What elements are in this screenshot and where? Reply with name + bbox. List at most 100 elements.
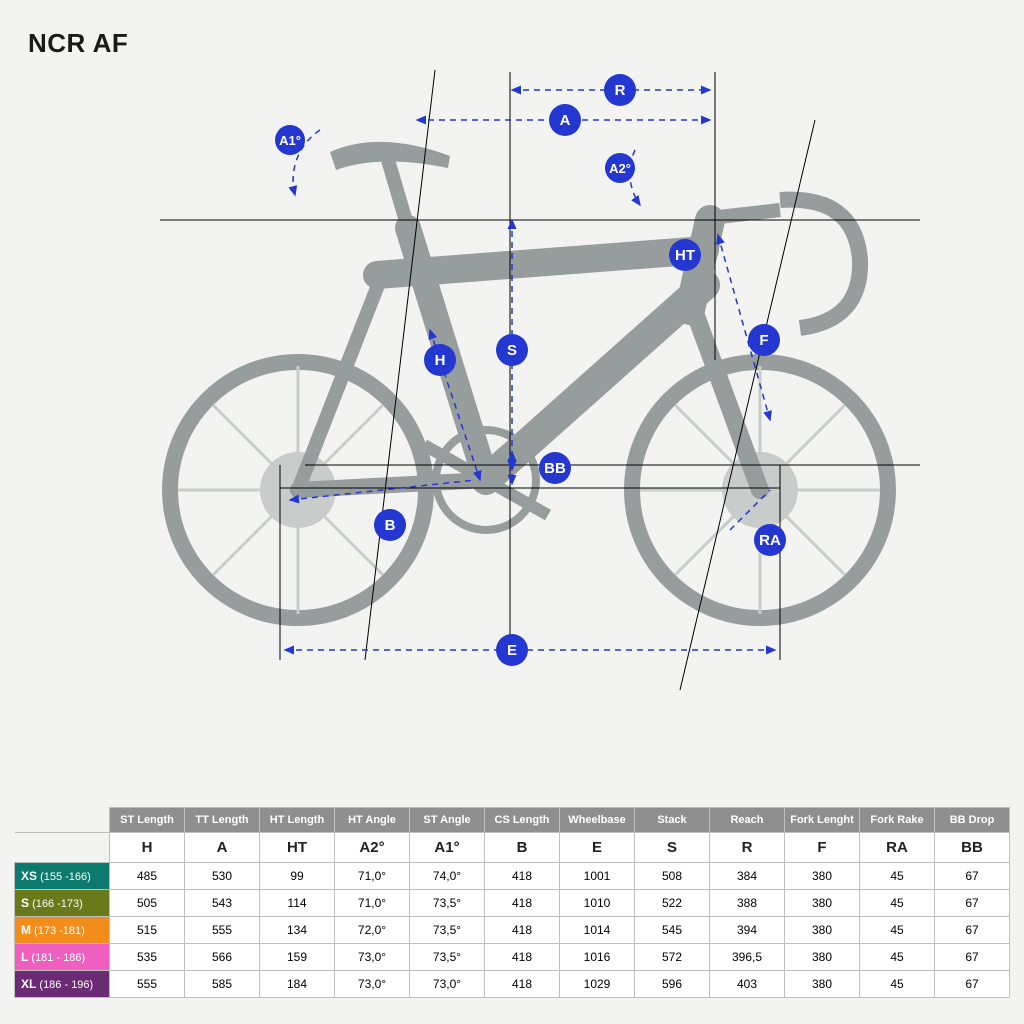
data-cell: 99 <box>260 863 335 890</box>
data-cell: 535 <box>110 944 185 971</box>
data-cell: 394 <box>710 917 785 944</box>
col-label: CS Length <box>485 808 560 833</box>
data-cell: 508 <box>635 863 710 890</box>
col-label: HT Angle <box>335 808 410 833</box>
col-code: A1° <box>410 833 485 863</box>
col-label: ST Length <box>110 808 185 833</box>
data-cell: 418 <box>485 917 560 944</box>
data-cell: 396,5 <box>710 944 785 971</box>
data-cell: 74,0° <box>410 863 485 890</box>
data-cell: 73,0° <box>410 971 485 998</box>
data-cell: 585 <box>185 971 260 998</box>
badge-E: E <box>496 634 528 666</box>
col-label: BB Drop <box>935 808 1010 833</box>
col-code: B <box>485 833 560 863</box>
col-code: R <box>710 833 785 863</box>
col-label: ST Angle <box>410 808 485 833</box>
data-cell: 418 <box>485 944 560 971</box>
data-cell: 543 <box>185 890 260 917</box>
table-row: M (173 -181)51555513472,0°73,5°418101454… <box>15 917 1010 944</box>
badge-H: H <box>424 344 456 376</box>
data-cell: 596 <box>635 971 710 998</box>
data-cell: 1001 <box>560 863 635 890</box>
col-label: Wheelbase <box>560 808 635 833</box>
data-cell: 45 <box>860 971 935 998</box>
col-code: RA <box>860 833 935 863</box>
data-cell: 73,5° <box>410 890 485 917</box>
badge-F: F <box>748 324 780 356</box>
size-cell: XS (155 -166) <box>15 863 110 890</box>
data-cell: 403 <box>710 971 785 998</box>
col-code: H <box>110 833 185 863</box>
measure-solid-lines <box>160 70 920 690</box>
data-cell: 380 <box>785 971 860 998</box>
data-cell: 73,0° <box>335 971 410 998</box>
data-cell: 380 <box>785 890 860 917</box>
badge-A2: A2° <box>605 153 635 183</box>
data-cell: 545 <box>635 917 710 944</box>
data-cell: 1029 <box>560 971 635 998</box>
col-code: HT <box>260 833 335 863</box>
col-code: E <box>560 833 635 863</box>
size-cell: M (173 -181) <box>15 917 110 944</box>
data-cell: 485 <box>110 863 185 890</box>
badge-BB: BB <box>539 452 571 484</box>
size-cell: XL (186 - 196) <box>15 971 110 998</box>
data-cell: 45 <box>860 917 935 944</box>
data-cell: 67 <box>935 917 1010 944</box>
badge-R: R <box>604 74 636 106</box>
data-cell: 384 <box>710 863 785 890</box>
data-cell: 418 <box>485 971 560 998</box>
col-label: Reach <box>710 808 785 833</box>
table-row: S (166 -173)50554311471,0°73,5°418101052… <box>15 890 1010 917</box>
badge-RA: RA <box>754 524 786 556</box>
geometry-table: ST LengthTT LengthHT LengthHT AngleST An… <box>14 807 1010 998</box>
data-cell: 1016 <box>560 944 635 971</box>
data-cell: 45 <box>860 863 935 890</box>
data-cell: 1010 <box>560 890 635 917</box>
data-cell: 388 <box>710 890 785 917</box>
data-cell: 67 <box>935 971 1010 998</box>
col-label: Stack <box>635 808 710 833</box>
data-cell: 134 <box>260 917 335 944</box>
angle-arcs <box>293 130 640 205</box>
table-row: XL (186 - 196)55558518473,0°73,0°4181029… <box>15 971 1010 998</box>
size-cell: S (166 -173) <box>15 890 110 917</box>
data-cell: 555 <box>110 971 185 998</box>
data-cell: 380 <box>785 863 860 890</box>
page-title: NCR AF <box>28 28 128 59</box>
data-cell: 1014 <box>560 917 635 944</box>
badge-S: S <box>496 334 528 366</box>
data-cell: 67 <box>935 890 1010 917</box>
col-label: Fork Lenght <box>785 808 860 833</box>
col-label: HT Length <box>260 808 335 833</box>
diagram-svg <box>80 60 940 700</box>
data-cell: 184 <box>260 971 335 998</box>
data-cell: 530 <box>185 863 260 890</box>
data-cell: 522 <box>635 890 710 917</box>
table-row: XS (155 -166)4855309971,0°74,0°418100150… <box>15 863 1010 890</box>
data-cell: 114 <box>260 890 335 917</box>
data-cell: 380 <box>785 917 860 944</box>
data-cell: 73,5° <box>410 944 485 971</box>
data-cell: 418 <box>485 890 560 917</box>
data-cell: 572 <box>635 944 710 971</box>
data-cell: 67 <box>935 944 1010 971</box>
data-cell: 159 <box>260 944 335 971</box>
data-cell: 72,0° <box>335 917 410 944</box>
data-cell: 71,0° <box>335 890 410 917</box>
col-code: BB <box>935 833 1010 863</box>
badge-HT: HT <box>669 239 701 271</box>
size-cell: L (181 - 186) <box>15 944 110 971</box>
badge-B: B <box>374 509 406 541</box>
col-code: F <box>785 833 860 863</box>
badge-A: A <box>549 104 581 136</box>
col-label: TT Length <box>185 808 260 833</box>
col-label: Fork Rake <box>860 808 935 833</box>
data-cell: 505 <box>110 890 185 917</box>
geometry-diagram: RAA1°A2°HTSHFBBBRAE <box>80 60 940 700</box>
data-cell: 73,0° <box>335 944 410 971</box>
table-row: L (181 - 186)53556615973,0°73,5°41810165… <box>15 944 1010 971</box>
data-cell: 418 <box>485 863 560 890</box>
data-cell: 73,5° <box>410 917 485 944</box>
